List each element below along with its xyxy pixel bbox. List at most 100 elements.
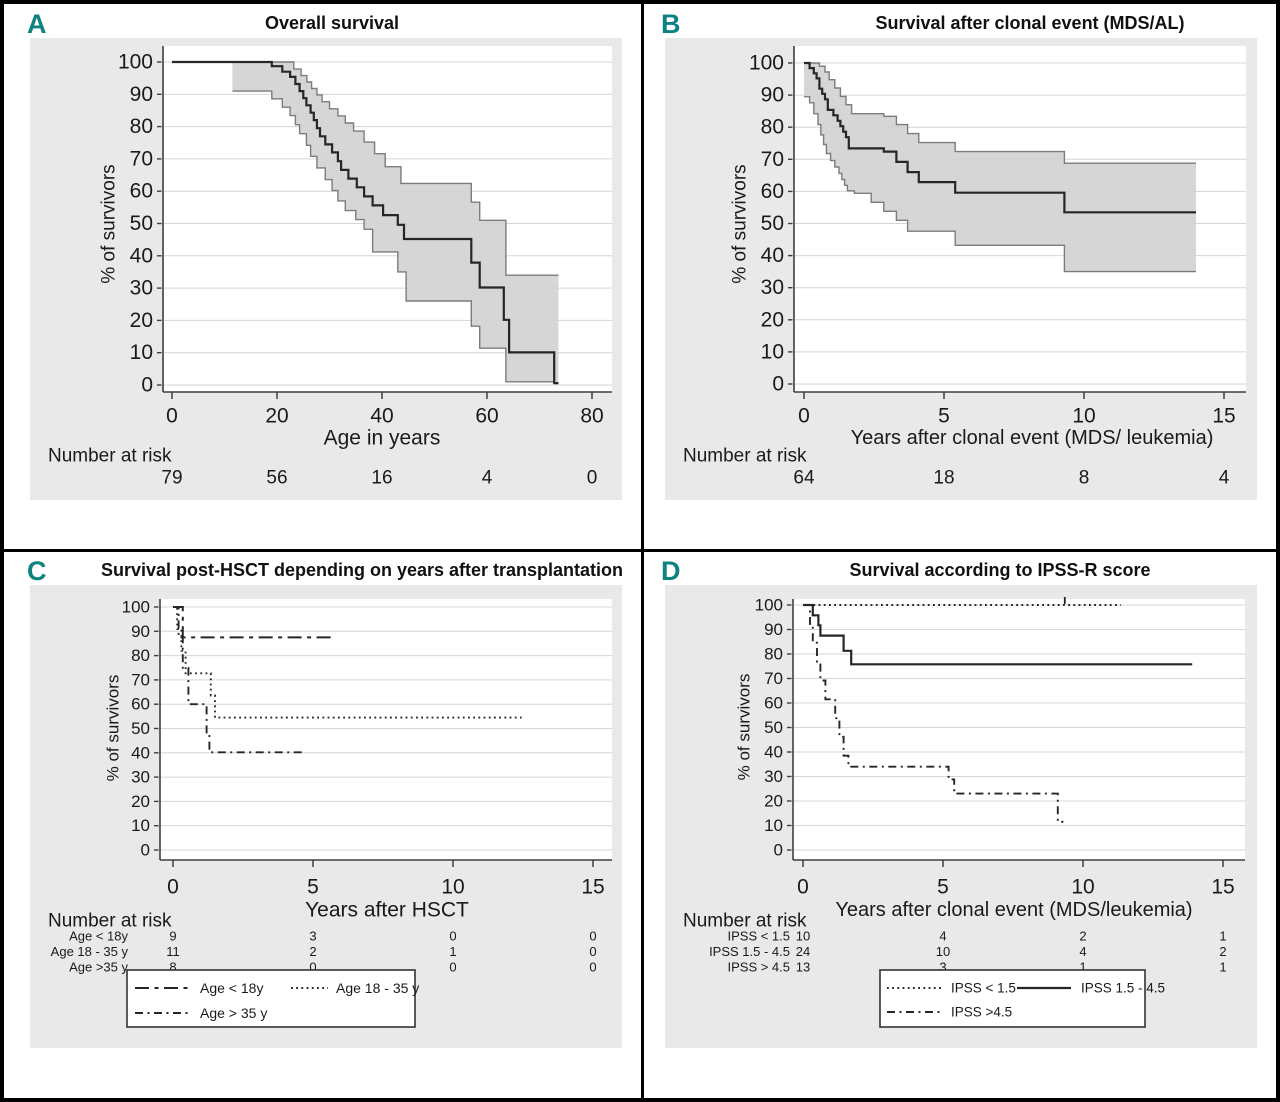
svg-text:30: 30 xyxy=(130,277,153,300)
risk-value: 3 xyxy=(939,960,946,975)
risk-row-label: IPSS 1.5 - 4.5 xyxy=(709,944,790,959)
ci-band-upper-edge xyxy=(232,61,559,276)
svg-text:20: 20 xyxy=(130,309,153,332)
svg-text:80: 80 xyxy=(764,645,783,664)
svg-text:70: 70 xyxy=(131,670,150,689)
risk-value: 4 xyxy=(939,929,946,944)
svg-text:60: 60 xyxy=(764,694,783,713)
svg-text:5: 5 xyxy=(937,876,949,899)
x-axis-title: Years after HSCT xyxy=(305,899,469,922)
km-curve-age-18-35-y xyxy=(173,606,522,719)
risk-value: 64 xyxy=(793,468,815,489)
risk-value: 79 xyxy=(161,468,182,489)
km-curves xyxy=(803,597,1193,823)
risk-value: 16 xyxy=(371,468,392,489)
svg-text:15: 15 xyxy=(1212,405,1235,428)
risk-value: 0 xyxy=(589,944,596,959)
x-axis: 0 5 10 15 Years after clonal event (MDS/leuk… xyxy=(797,860,1235,921)
panel-b-title: Survival after clonal event (MDS/AL) xyxy=(875,13,1185,33)
legend-label: Age < 18y xyxy=(200,980,263,996)
risk-row-label: Age 18 - 35 y xyxy=(51,944,129,959)
svg-text:80: 80 xyxy=(580,405,603,428)
legend-label: Age 18 - 35 y xyxy=(336,980,419,996)
svg-text:40: 40 xyxy=(130,244,153,267)
svg-text:100: 100 xyxy=(118,51,153,74)
panel-a-letter: A xyxy=(27,9,47,39)
risk-value: 24 xyxy=(796,944,810,959)
plot-area xyxy=(793,599,1245,860)
svg-text:100: 100 xyxy=(749,52,784,75)
svg-text:15: 15 xyxy=(1211,876,1234,899)
svg-text:60: 60 xyxy=(761,180,784,203)
panel-c-title: Survival post-HSCT depending on years af… xyxy=(100,560,624,580)
svg-text:80: 80 xyxy=(130,115,153,138)
risk-value: 0 xyxy=(449,929,456,944)
svg-text:10: 10 xyxy=(1072,405,1095,428)
ci-band-lower-edge xyxy=(804,95,1196,273)
legend-box xyxy=(126,969,416,1028)
svg-text:0: 0 xyxy=(774,841,783,860)
risk-value: 2 xyxy=(1079,929,1086,944)
y-axis-title: % of survivors xyxy=(735,674,754,781)
number-at-risk-header: Number at risk xyxy=(48,446,172,467)
horizontal-divider xyxy=(4,549,1276,552)
risk-value: 13 xyxy=(796,960,810,975)
legend-label: IPSS >4.5 xyxy=(951,1005,1012,1020)
svg-text:20: 20 xyxy=(131,792,150,811)
svg-text:60: 60 xyxy=(130,180,153,203)
risk-value: 4 xyxy=(482,468,493,489)
ci-band xyxy=(232,62,559,384)
gridlines xyxy=(160,606,612,851)
legend: Age < 18y Age 18 - 35 y Age > 35 y xyxy=(126,969,419,1028)
svg-text:40: 40 xyxy=(370,405,393,428)
svg-text:40: 40 xyxy=(131,743,150,762)
risk-value: 0 xyxy=(449,960,456,975)
svg-text:60: 60 xyxy=(131,695,150,714)
risk-value: 9 xyxy=(169,929,176,944)
risk-value: 10 xyxy=(796,929,810,944)
x-axis-title: Years after clonal event (MDS/ leukemia) xyxy=(851,427,1214,449)
km-curve-overall-survival xyxy=(172,60,559,385)
svg-text:70: 70 xyxy=(761,148,784,171)
x-axis: 0 5 10 15 Years after HSCT xyxy=(167,860,605,922)
risk-value: 0 xyxy=(589,929,596,944)
svg-text:50: 50 xyxy=(761,212,784,235)
number-at-risk-header: Number at risk xyxy=(683,446,807,467)
x-axis-title: Years after clonal event (MDS/leukemia) xyxy=(835,899,1192,921)
x-axis-title: Age in years xyxy=(324,427,441,450)
legend-label: Age > 35 y xyxy=(200,1005,267,1021)
gridlines xyxy=(793,604,1245,851)
svg-text:20: 20 xyxy=(764,792,783,811)
km-chart-ipssr: 0 10 20 30 40 50 60 70 80 90 100 0 5 10 15 Years after … xyxy=(665,585,1257,1048)
svg-text:0: 0 xyxy=(141,374,153,397)
svg-text:70: 70 xyxy=(130,147,153,170)
km-curves xyxy=(804,61,1196,214)
svg-text:100: 100 xyxy=(755,596,783,615)
risk-value: 0 xyxy=(309,960,316,975)
svg-text:80: 80 xyxy=(761,116,784,139)
svg-text:0: 0 xyxy=(798,405,810,428)
y-axis-title: % of survivors xyxy=(730,164,751,283)
risk-value: 0 xyxy=(589,960,596,975)
y-axis: 0 10 20 30 40 50 60 70 80 90 100 xyxy=(755,596,792,860)
y-axis-title: % of survivors xyxy=(99,164,120,283)
ci-band-lower-edge xyxy=(232,90,559,384)
y-axis-title: % of survivors xyxy=(104,675,123,782)
svg-text:10: 10 xyxy=(1071,876,1094,899)
svg-text:0: 0 xyxy=(166,405,178,428)
svg-text:5: 5 xyxy=(938,405,950,428)
risk-value: 18 xyxy=(933,468,954,489)
svg-text:0: 0 xyxy=(797,876,809,899)
svg-text:15: 15 xyxy=(581,876,604,899)
svg-text:70: 70 xyxy=(764,669,783,688)
svg-text:90: 90 xyxy=(764,620,783,639)
risk-value: 1 xyxy=(1219,929,1226,944)
